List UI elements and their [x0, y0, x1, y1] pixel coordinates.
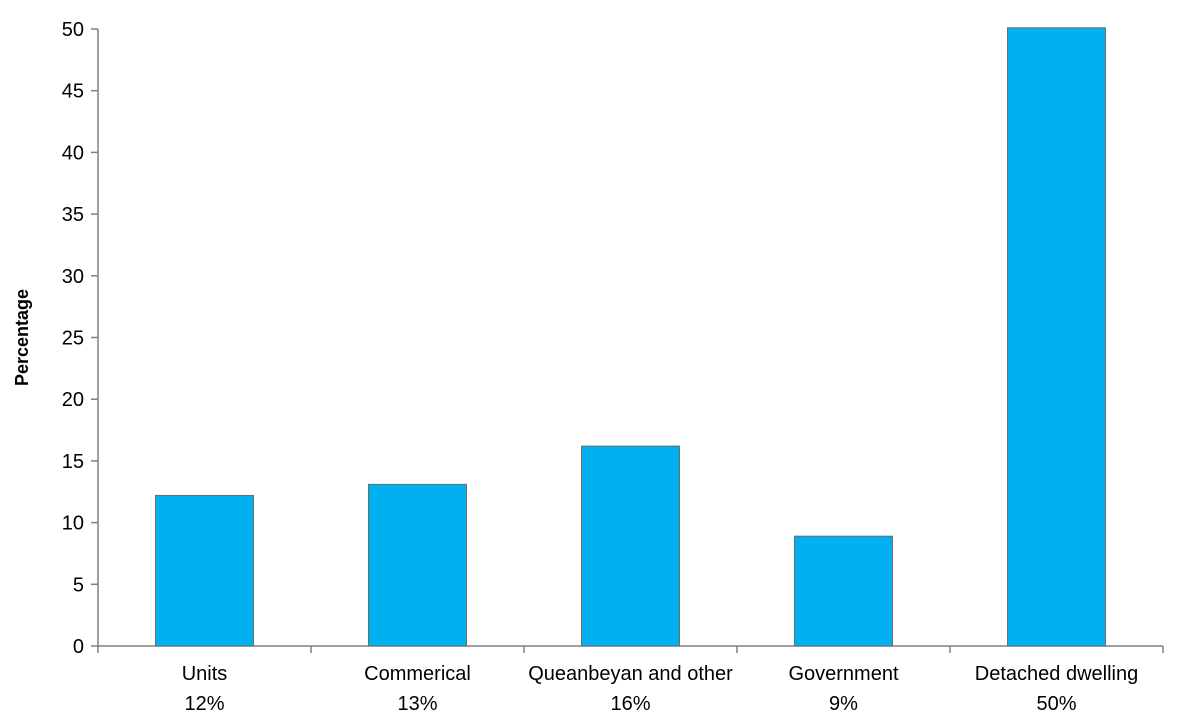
bar: [794, 535, 893, 647]
y-tick-label: 15: [62, 451, 84, 473]
bar: [368, 483, 467, 647]
y-tick-label: 10: [62, 513, 84, 535]
y-tick-label: 25: [62, 328, 84, 350]
x-tick-label: 16%: [610, 693, 650, 715]
x-tick-label: Detached dwelling: [975, 663, 1138, 685]
x-tick-label: Commerical: [364, 663, 471, 685]
y-axis: 0 5 10 15 20 25 30 35 40 45 50: [62, 19, 99, 658]
y-tick-label: 50: [62, 19, 84, 41]
bars: [155, 27, 1106, 647]
y-tick-label: 40: [62, 142, 84, 164]
x-tick-label: 12%: [184, 693, 224, 715]
x-tick-label: 50%: [1036, 693, 1076, 715]
x-tick-label: Queanbeyan and other: [528, 663, 733, 685]
bar: [581, 445, 680, 647]
x-axis: [97, 645, 1164, 653]
category-labels: Units 12% Commerical 13% Queanbeyan and othe…: [182, 663, 1139, 715]
x-tick-label: 13%: [397, 693, 437, 715]
x-tick-label: Units: [182, 663, 228, 685]
y-tick-label: 0: [73, 636, 84, 658]
y-tick-label: 35: [62, 204, 84, 226]
x-tick-label: 9%: [829, 693, 858, 715]
y-tick-label: 45: [62, 81, 84, 103]
x-tick-label: Government: [788, 663, 898, 685]
bar: [155, 494, 254, 647]
y-tick-label: 5: [73, 574, 84, 596]
y-tick-label: 30: [62, 266, 84, 288]
y-axis-title: Percentage: [12, 289, 32, 386]
bar: [1007, 27, 1106, 647]
y-tick-label: 20: [62, 389, 84, 411]
